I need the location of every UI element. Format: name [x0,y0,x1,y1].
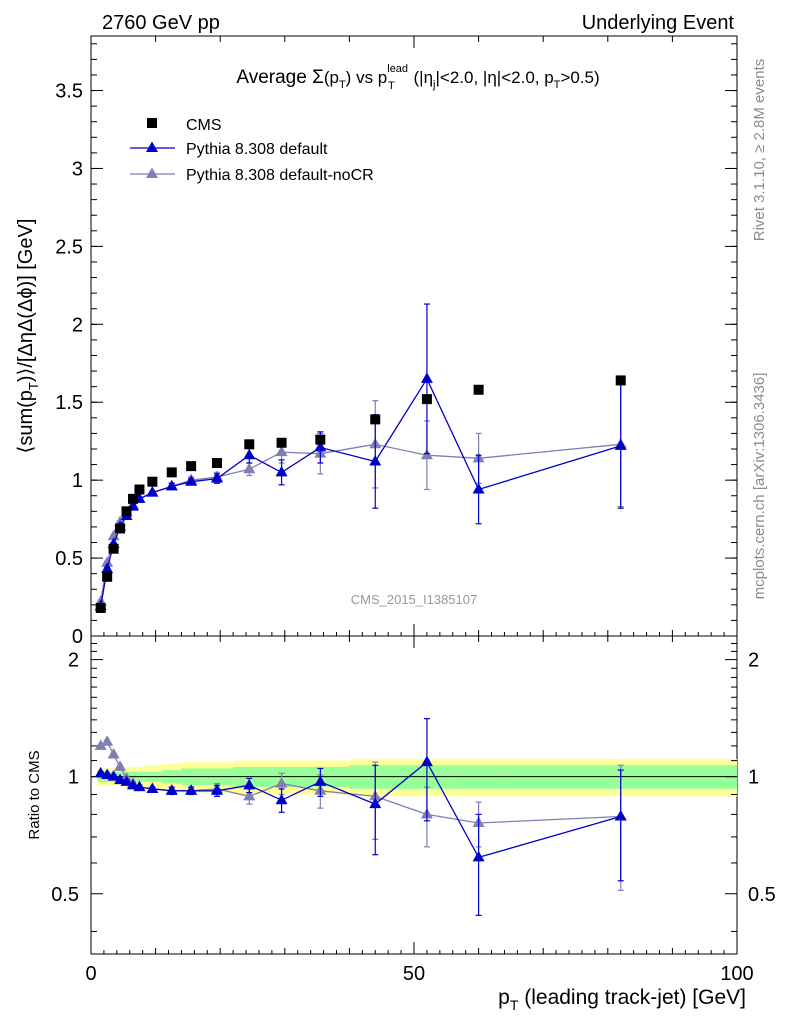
ratio-point-default [614,809,627,821]
ratio-point-default [314,775,327,786]
y-axis-label-ratio: Ratio to CMS [26,750,43,839]
ratio-point-default [120,775,133,786]
main-point-default [275,465,288,477]
x-tick-label: 50 [403,963,425,985]
legend-label-cms: CMS [186,117,222,134]
x-axis-label: pT (leading track-jet) [GeV] [498,986,746,1013]
ratio-y-tick-label-left: 1 [68,767,79,789]
main-line-nocr [100,443,621,602]
main-point-cms [108,543,119,554]
legend: CMS Pythia 8.308 default Pythia 8.308 de… [130,117,374,184]
ratio-point-default [185,784,198,795]
ratio-point-nocr [114,760,127,771]
main-y-tick-label: 2.5 [55,236,83,258]
main-point-default [614,439,627,450]
x-tick-label: 100 [720,963,753,985]
main-point-cms [102,571,113,582]
ratio-y-tick-label-left: 2 [68,650,79,672]
mcplots-label: mcplots.cern.ch [arXiv:1306.3436] [751,373,768,600]
rivet-label: Rivet 3.1.10, ≥ 2.8M events [751,59,768,242]
ratio-point-default [275,793,288,805]
ratio-point-nocr [94,739,107,750]
main-point-default [185,475,198,486]
ratio-point-nocr [275,777,288,788]
legend-marker-default [146,141,158,152]
main-point-cms [134,484,145,495]
header-right: Underlying Event [582,12,735,34]
main-y-tick-label: 0.5 [55,548,83,570]
ratio-y-tick-label-right: 1 [748,767,759,789]
chart-title: Average Σ(pT) vs plead T (|ηj|<2.0, |η|<2… [236,63,599,92]
main-point-cms [166,467,177,478]
main-point-default [146,486,159,497]
main-y-tick-label: 1.5 [55,392,83,414]
main-point-cms [315,434,326,445]
ratio-point-default [243,778,256,790]
main-point-default [420,372,433,383]
main-point-default [165,479,178,491]
header-left: 2760 GeV pp [102,12,220,34]
main-point-default [101,562,114,573]
main-line-default [100,377,621,607]
main-point-cms [370,414,381,425]
y-axis-label-main: ⟨sum(pT)⟩/[ΔηΔ(Δϕ)] [GeV] [15,219,41,454]
legend-label-nocr: Pythia 8.308 default-noCR [186,167,374,184]
main-point-cms [421,394,432,405]
main-point-cms [121,506,132,517]
legend-label-default: Pythia 8.308 default [186,141,328,158]
legend-marker-cms [147,118,157,128]
main-point-default [472,483,485,494]
ratio-plot-data [94,718,627,916]
main-point-nocr [243,462,256,474]
main-point-cms [147,476,158,487]
ratio-y-tick-label-left: 0.5 [51,884,79,906]
main-y-tick-label: 3 [72,158,83,180]
main-point-default [243,448,256,460]
ratio-point-nocr [243,789,256,801]
main-point-cms [127,493,138,504]
main-point-cms [473,384,484,395]
ratio-point-default [369,797,382,809]
axes: 0 0.5 1 1.5 2 2.5 3 3.5 0 50 100 0.5 0.5 1 1 2 2 [51,36,776,985]
main-point-cms [615,375,626,386]
ratio-y-tick-label-right: 2 [748,650,759,672]
main-point-nocr [275,445,288,457]
ratio-point-default [165,784,178,795]
ratio-point-nocr [107,748,120,759]
main-point-cms [115,523,126,534]
main-y-tick-label: 0 [72,626,83,648]
x-tick-label: 0 [85,963,96,985]
ratio-point-default [146,782,159,793]
main-plot-data [94,303,627,613]
main-y-tick-label: 2 [72,314,83,336]
main-point-cms [276,437,287,448]
main-point-cms [186,461,197,472]
main-y-tick-label: 3.5 [55,81,83,103]
legend-marker-nocr [146,167,158,178]
ratio-point-nocr [101,735,114,746]
main-point-default [314,440,327,452]
main-point-default [210,472,223,483]
main-y-tick-label: 1 [72,470,83,492]
main-point-nocr [101,556,114,567]
main-point-default [369,454,382,466]
ratio-point-default [210,784,223,795]
ratio-point-default [107,770,120,781]
main-point-cms [95,602,106,613]
analysis-watermark: CMS_2015_I1385107 [351,592,478,607]
ratio-y-tick-label-right: 0.5 [748,884,776,906]
main-point-cms [244,439,255,450]
ratio-point-default [420,755,433,767]
main-point-cms [211,458,222,469]
ratio-point-default [133,780,146,792]
ratio-point-default [472,850,485,862]
